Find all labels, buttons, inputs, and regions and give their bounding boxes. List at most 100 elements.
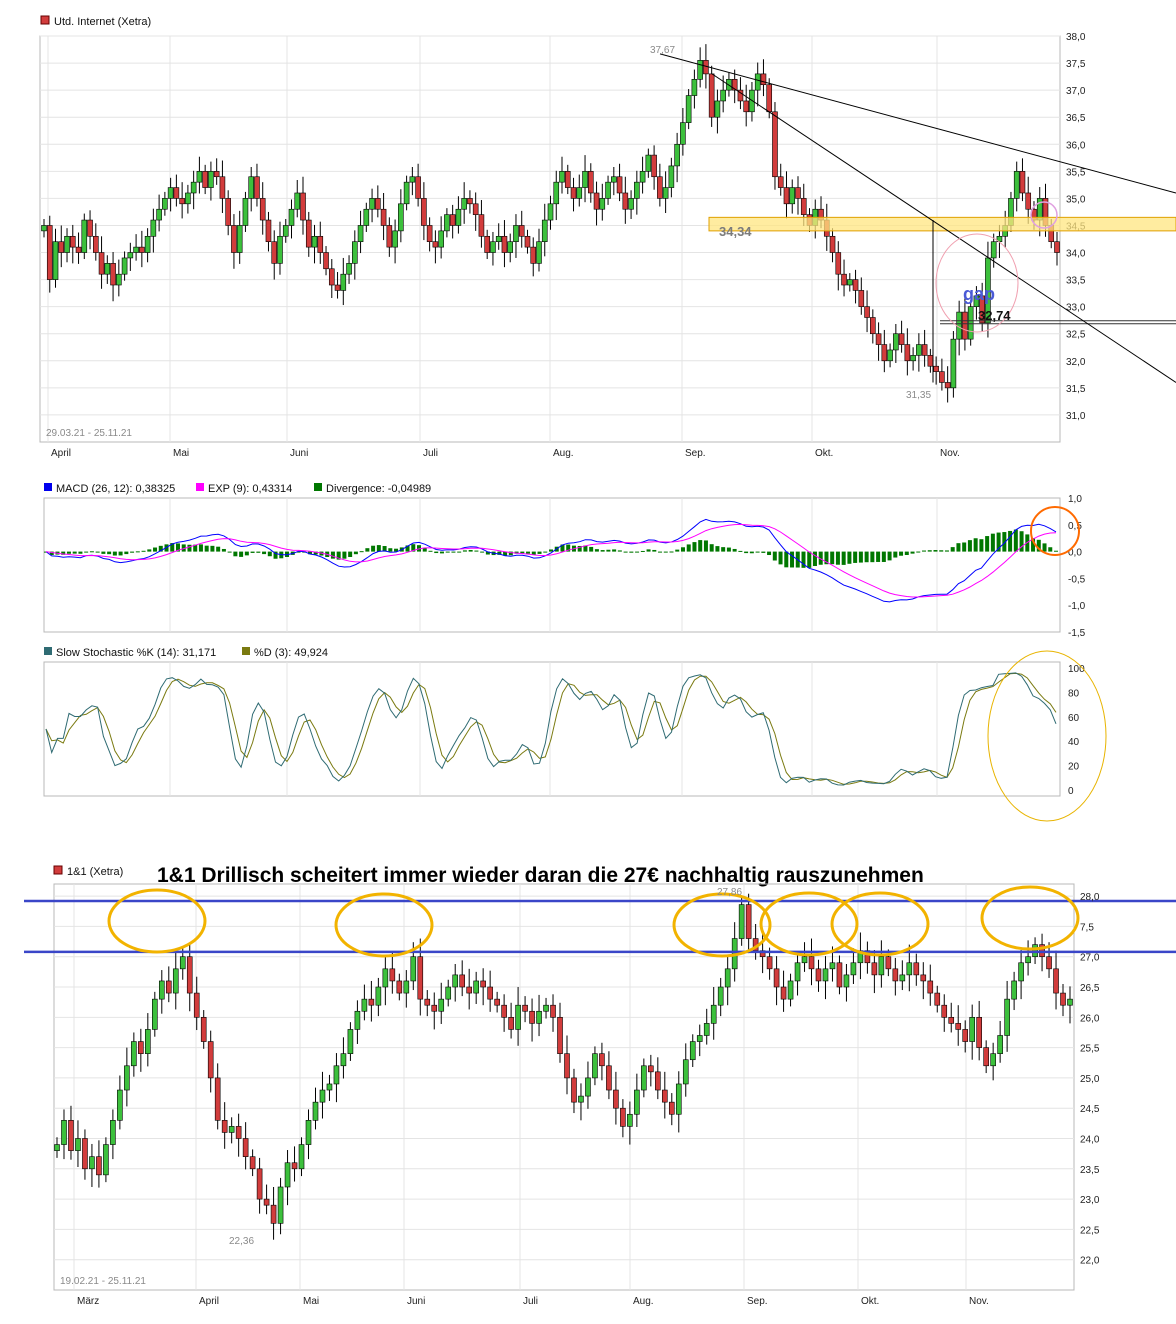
divergence-bar: [526, 551, 531, 554]
divergence-bar: [698, 540, 703, 552]
candle-up: [967, 306, 974, 340]
candle-down: [766, 956, 773, 970]
candle-up: [592, 1053, 598, 1079]
trend-lines: [659, 53, 1176, 383]
y-tick-label: 35,5: [1066, 167, 1086, 178]
divergence-bar: [411, 544, 416, 552]
candle-up: [208, 171, 214, 188]
candle-down: [620, 1107, 626, 1127]
candle-up: [822, 968, 829, 982]
candle-down: [808, 956, 815, 970]
y-tick-label: 22,0: [1080, 1256, 1100, 1267]
divergence-bar: [543, 551, 548, 553]
candle-up: [81, 219, 88, 253]
candle-down: [571, 1077, 577, 1103]
grid: [54, 884, 1074, 1290]
candle-down: [82, 1138, 88, 1170]
candle-down: [864, 306, 870, 318]
panel-1und1: 1&1 Drillisch scheitert immer wieder dar…: [24, 864, 1176, 1307]
candle-up: [89, 1156, 95, 1170]
y-tick-label: 0,5: [1068, 521, 1082, 532]
legend-divergence: Divergence: -0,04989: [326, 483, 431, 495]
candle-up: [461, 198, 467, 210]
divergence-bar: [457, 551, 462, 553]
candle-down: [852, 279, 859, 291]
candle-up: [340, 1053, 347, 1067]
divergence-bar: [348, 551, 353, 557]
candle-up: [196, 171, 203, 183]
divergence-bar: [153, 547, 158, 552]
candle-up: [1013, 171, 1020, 199]
divergence-bar: [910, 551, 915, 554]
divergence-bar: [61, 551, 66, 555]
divergence-bar: [342, 551, 347, 559]
candle-down: [480, 980, 486, 988]
candle-up: [357, 225, 364, 243]
candle-down: [829, 235, 836, 253]
candle-up: [605, 181, 611, 199]
candle-up: [843, 974, 850, 988]
candle-up: [547, 203, 554, 221]
candle-down: [983, 1047, 989, 1067]
divergence-bar: [801, 551, 806, 568]
divergence-bar: [944, 550, 949, 552]
candle-down: [976, 1017, 982, 1048]
candle-down: [235, 1126, 242, 1139]
candle-down: [622, 192, 629, 210]
candle-up: [354, 1010, 361, 1030]
candle-down: [904, 344, 911, 362]
candle-down: [875, 333, 882, 345]
candle-up: [696, 1035, 703, 1042]
divergence-bar: [933, 550, 938, 552]
divergence-bar: [365, 548, 370, 552]
candle-down: [368, 998, 375, 1006]
candle-up: [104, 263, 111, 275]
candle-up: [152, 998, 158, 1030]
candle-up: [710, 1004, 717, 1024]
candle-up: [369, 198, 375, 210]
candle-up: [311, 235, 318, 248]
candle-down: [256, 1168, 263, 1200]
candle-up: [403, 980, 410, 994]
candle-up: [714, 100, 721, 118]
plot-frame: [53, 883, 1075, 1291]
y-tick-label: 33,5: [1066, 276, 1086, 287]
divergence-bar: [663, 551, 668, 553]
candle-down: [737, 89, 744, 102]
divergence-bar: [577, 545, 582, 552]
divergence-bar: [468, 549, 473, 552]
trend-line-lower: [711, 73, 1176, 383]
divergence-bar: [439, 551, 444, 554]
divergence-bar: [474, 550, 479, 552]
candle-up: [277, 235, 283, 264]
candle-down: [800, 198, 807, 215]
divergence-bar: [904, 551, 909, 556]
candle-down: [616, 176, 623, 194]
y-tick-label: 60: [1068, 713, 1080, 724]
divergence-bar: [893, 551, 898, 558]
exp-line: [45, 523, 1057, 598]
divergence-bar: [187, 544, 192, 552]
panel-utd-internet: Utd. Internet (Xetra) 29.03.21 - 25.11.2…: [39, 15, 1176, 459]
divergence-bar: [967, 540, 972, 552]
divergence-bar: [262, 551, 267, 555]
candle-up: [691, 79, 698, 96]
candle-down: [139, 246, 145, 253]
divergence-bar: [635, 551, 640, 553]
legend-swatch-macd: [44, 483, 52, 491]
divergence-bar: [175, 543, 180, 552]
stoch-circle: [987, 650, 1107, 822]
divergence-bar: [445, 551, 450, 553]
divergence-bar: [181, 544, 186, 552]
candle-up: [319, 1089, 326, 1103]
candle-up: [167, 187, 174, 199]
candle-up: [133, 246, 139, 253]
divergence-bar: [307, 551, 312, 555]
candle-up: [578, 1095, 584, 1103]
candle-down: [570, 187, 577, 199]
x-tick-label: März: [77, 1296, 99, 1307]
divergence-bar: [417, 545, 422, 552]
divergence-bar: [233, 551, 238, 557]
candle-down: [263, 1198, 270, 1206]
candle-up: [645, 154, 652, 172]
